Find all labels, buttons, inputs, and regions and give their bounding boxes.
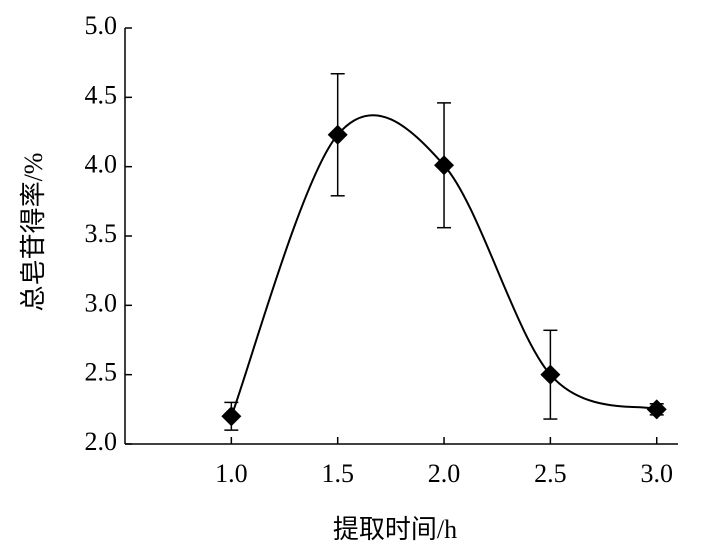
x-tick-label: 1.5 bbox=[321, 459, 354, 488]
marker bbox=[327, 124, 348, 145]
y-tick-label: 4.5 bbox=[85, 80, 118, 109]
x-axis-label: 提取时间/h bbox=[333, 515, 457, 544]
x-tick-label: 2.5 bbox=[534, 459, 567, 488]
y-tick-label: 5.0 bbox=[85, 11, 118, 40]
y-tick-label: 4.0 bbox=[85, 150, 118, 179]
x-tick-label: 1.0 bbox=[215, 459, 248, 488]
y-tick-label: 2.0 bbox=[85, 427, 118, 456]
marker bbox=[434, 155, 455, 176]
marker bbox=[221, 406, 242, 427]
y-tick-label: 3.5 bbox=[85, 219, 118, 248]
x-tick-label: 3.0 bbox=[640, 459, 673, 488]
y-tick-label: 3.0 bbox=[85, 288, 118, 317]
marker bbox=[540, 364, 561, 385]
y-axis-label: 总皂苷得率/% bbox=[19, 153, 48, 312]
y-tick-label: 2.5 bbox=[85, 358, 118, 387]
marker bbox=[646, 399, 667, 420]
x-tick-label: 2.0 bbox=[428, 459, 461, 488]
